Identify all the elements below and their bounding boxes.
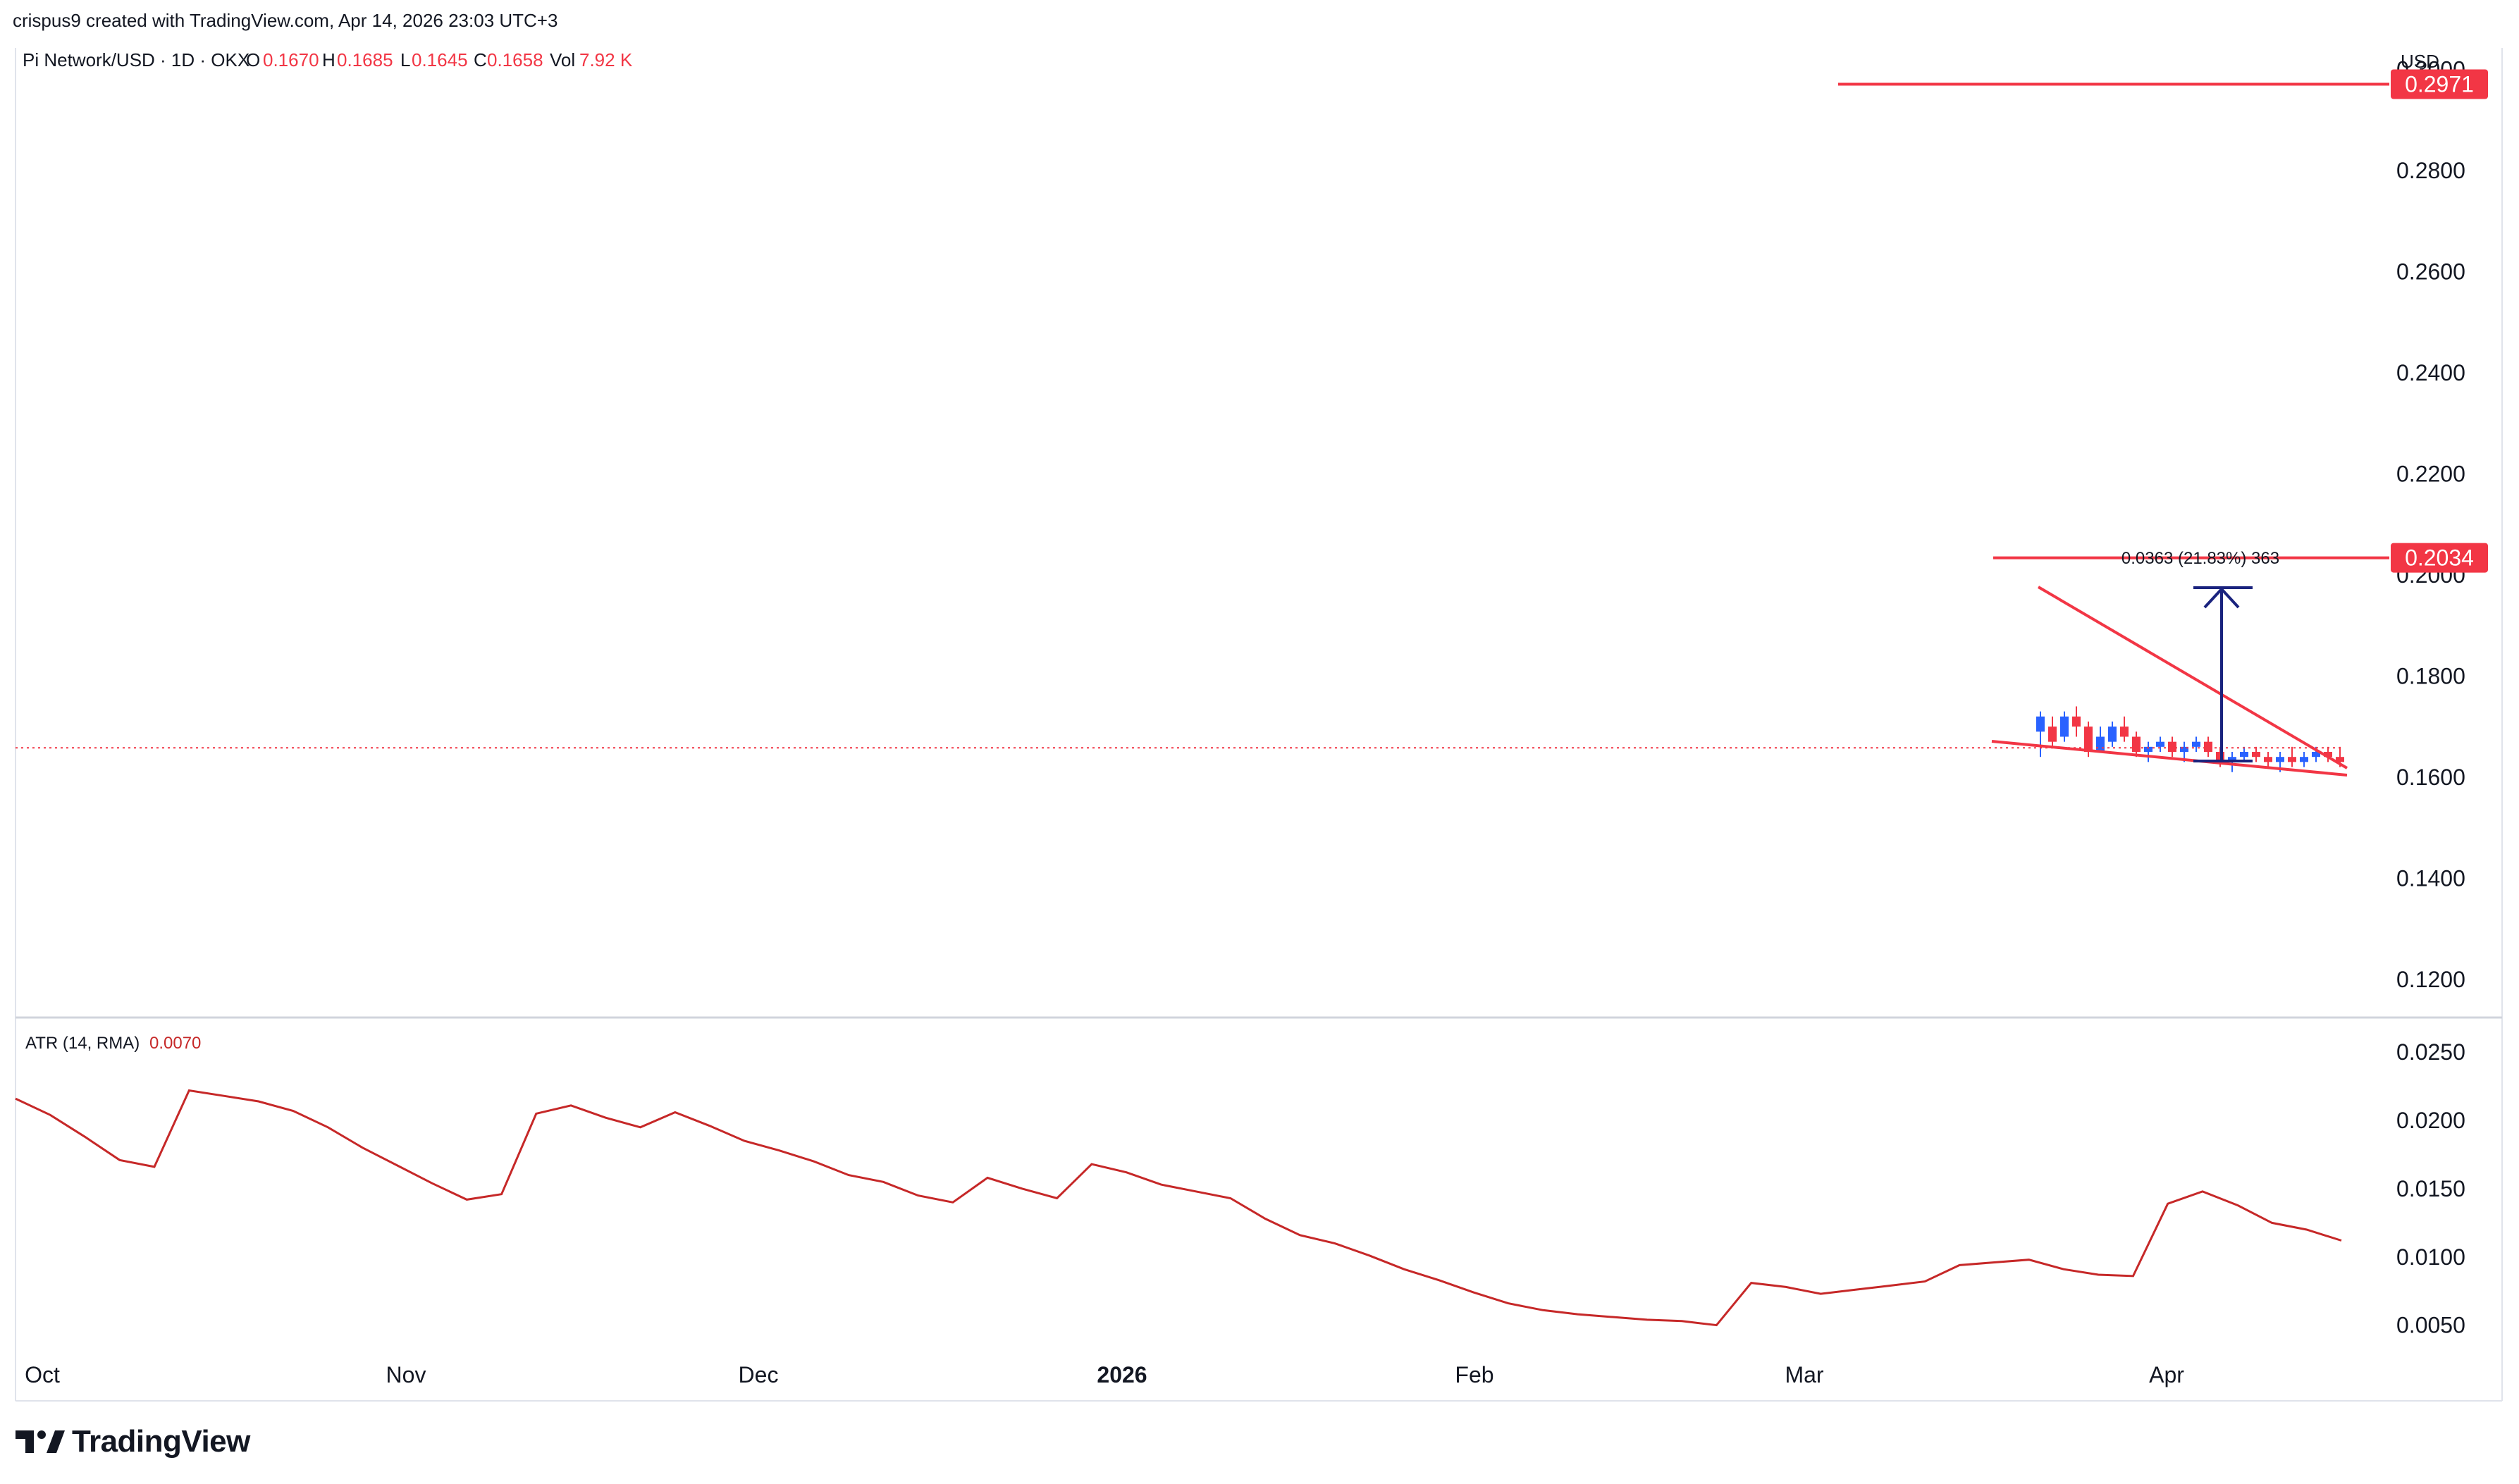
candle-body xyxy=(2312,752,2320,758)
candle-body xyxy=(2168,741,2176,753)
candle-body xyxy=(2336,757,2344,762)
time-tick-label: Nov xyxy=(386,1362,426,1387)
atr-indicator-value: 0.0070 xyxy=(149,1034,201,1053)
candle-body xyxy=(2252,752,2260,758)
high-label: H xyxy=(322,49,335,70)
price-tick-label: 0.2600 xyxy=(2396,259,2465,285)
low-value: 0.1645 xyxy=(412,49,468,70)
candle-body xyxy=(2096,736,2105,753)
open-label: O xyxy=(246,49,260,70)
candle-body xyxy=(2192,741,2200,747)
candle-body xyxy=(2072,716,2081,727)
price-tick-label: 0.2200 xyxy=(2396,462,2465,487)
candle-body xyxy=(2180,746,2188,753)
drawings-layer[interactable]: 0.0363 (21.83%) 363 xyxy=(1838,82,2389,777)
price-badge-1 xyxy=(2391,543,2488,573)
time-tick-label: 2026 xyxy=(1097,1362,1147,1387)
wedge-lower-line[interactable] xyxy=(1991,740,2348,777)
candle-body xyxy=(2108,726,2117,742)
ohlc-legend: Pi Network/USD · 1D · OKX O 0.1670 H 0.1… xyxy=(23,49,633,70)
attribution-text: crispus9 created with TradingView.com, A… xyxy=(13,10,558,31)
price-tick-label: 0.1600 xyxy=(2396,765,2465,790)
candlestick-series xyxy=(2036,706,2344,772)
time-tick-label: Dec xyxy=(739,1362,779,1387)
price-badge-1-text: 0.2034 xyxy=(2405,545,2474,571)
currency-label[interactable]: USD xyxy=(2401,51,2439,72)
atr-tick-label: 0.0050 xyxy=(2396,1313,2465,1338)
close-value: 0.1658 xyxy=(487,49,543,70)
wedge-upper-line[interactable] xyxy=(2037,586,2348,769)
candle-body xyxy=(2324,752,2332,758)
candle-body xyxy=(2036,716,2045,732)
open-value: 0.1670 xyxy=(263,49,319,70)
atr-indicator-name[interactable]: ATR (14, RMA) xyxy=(25,1034,140,1053)
atr-tick-label: 0.0150 xyxy=(2396,1176,2465,1201)
candle-body xyxy=(2276,757,2284,762)
price-tick-label: 0.1400 xyxy=(2396,865,2465,891)
candle-body xyxy=(2204,741,2212,753)
price-axis[interactable]: 0.30000.28000.26000.24000.22000.20000.18… xyxy=(2396,57,2465,992)
price-tick-label: 0.2400 xyxy=(2396,360,2465,385)
candle-body xyxy=(2240,752,2248,758)
candle-body xyxy=(2144,746,2152,753)
close-label: C xyxy=(474,49,487,70)
atr-tick-label: 0.0250 xyxy=(2396,1039,2465,1065)
candle-body xyxy=(2156,741,2164,747)
price-tick-label: 0.2800 xyxy=(2396,158,2465,183)
atr-line xyxy=(15,1089,2342,1327)
price-badges: 0.2971 0.2034 xyxy=(2391,69,2488,573)
candle-body xyxy=(2300,757,2308,762)
volume-label: Vol xyxy=(550,49,575,70)
candle-body xyxy=(2048,726,2057,742)
time-axis[interactable]: Oct Nov Dec 2026 Feb Mar Apr xyxy=(25,1362,2184,1387)
time-tick-label: Feb xyxy=(1455,1362,1493,1387)
atr-tick-label: 0.0200 xyxy=(2396,1108,2465,1133)
price-tick-label: 0.1200 xyxy=(2396,967,2465,992)
candle-body xyxy=(2264,757,2272,762)
measure-arrow-icon xyxy=(2203,587,2240,609)
price-badge-0-text: 0.2971 xyxy=(2405,71,2474,97)
candle-body xyxy=(2228,757,2236,762)
tradingview-logo-icon xyxy=(16,1430,65,1453)
symbol-label: Pi Network/USD · 1D · OKX xyxy=(23,49,250,70)
time-tick-label: Mar xyxy=(1785,1362,1823,1387)
candle-body xyxy=(2084,726,2093,753)
atr-axis[interactable]: 0.0250 0.0200 0.0150 0.0100 0.0050 xyxy=(2396,1039,2465,1337)
price-tick-label: 0.1800 xyxy=(2396,663,2465,688)
time-tick-label: Apr xyxy=(2149,1362,2184,1387)
candle-body xyxy=(2288,757,2296,762)
measure-label: 0.0363 (21.83%) 363 xyxy=(2121,549,2279,568)
brand-name: TradingView xyxy=(72,1424,250,1459)
tradingview-logo[interactable]: TradingView xyxy=(16,1422,250,1461)
high-value: 0.1685 xyxy=(337,49,393,70)
candle-body xyxy=(2060,716,2069,737)
atr-tick-label: 0.0100 xyxy=(2396,1244,2465,1270)
candle-body xyxy=(2120,726,2129,737)
low-label: L xyxy=(400,49,410,70)
time-tick-label: Oct xyxy=(25,1362,60,1387)
volume-value: 7.92 K xyxy=(579,49,633,70)
candle-body xyxy=(2132,736,2141,753)
price-badge-0 xyxy=(2391,69,2488,99)
